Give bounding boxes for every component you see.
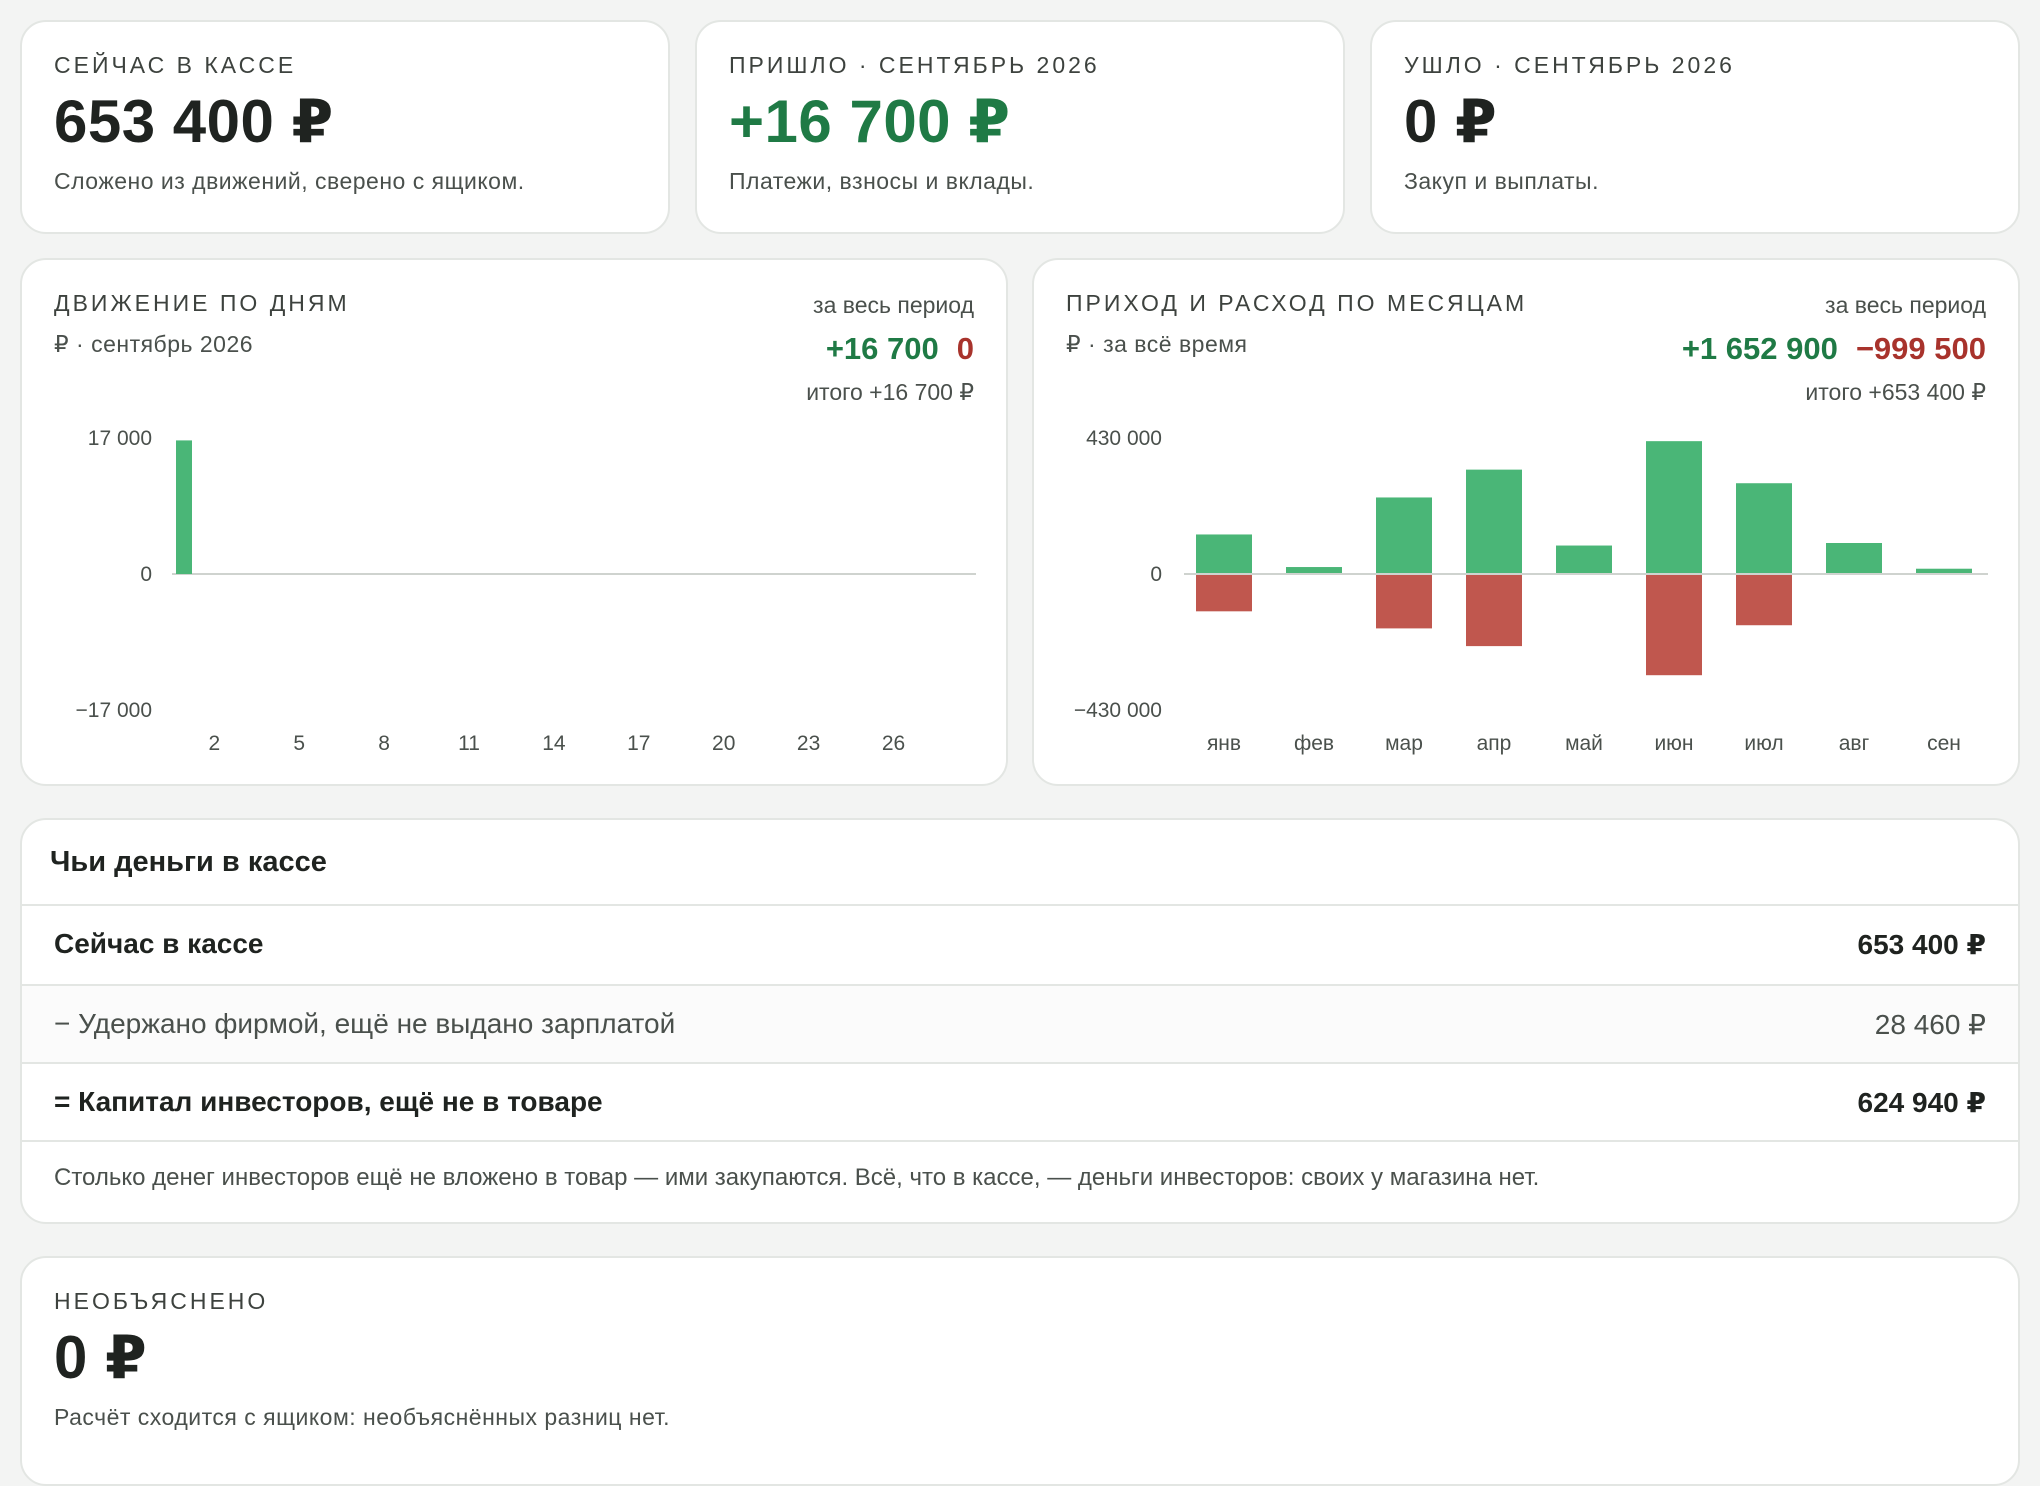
kpi-card-cash-now: Сейчас в кассе 653 400 ₽ Сложено из движ… (20, 20, 670, 234)
kpi-note: Закуп и выплаты. (1404, 168, 1599, 194)
x-tick-label: 14 (542, 732, 566, 755)
row-value: 653 400 ₽ (1857, 928, 1986, 960)
x-tick-label: 5 (293, 732, 305, 755)
x-tick-label: май (1565, 732, 1603, 755)
table-title: Чьи деньги в кассе (50, 846, 327, 878)
y-tick-label: 0 (1150, 563, 1162, 586)
expense-bar (1466, 574, 1522, 647)
expense-total: −999 500 (1855, 331, 1986, 366)
income-bar (1466, 469, 1522, 574)
table-note: Столько денег инвесторов ещё не вложено … (54, 1164, 1540, 1191)
cash-ownership-card: Чьи деньги в кассе Сейчас в кассе 653 40… (20, 818, 2020, 1224)
table-divider (22, 1140, 2018, 1142)
kpi-title: Ушло · сентябрь 2026 (1404, 52, 1735, 78)
x-tick-label: янв (1207, 732, 1241, 755)
income-total: +16 700 (825, 331, 939, 366)
kpi-value: 0 ₽ (1404, 88, 1498, 155)
table-row-cash-now: Сейчас в кассе 653 400 ₽ (22, 904, 2018, 982)
row-label: Сейчас в кассе (54, 928, 264, 959)
income-total: +1 652 900 (1681, 331, 1838, 366)
y-tick-label: −430 000 (1074, 699, 1162, 722)
expense-total: 0 (956, 331, 974, 366)
income-bar (1286, 567, 1342, 574)
row-value: 624 940 ₽ (1857, 1086, 1986, 1118)
income-bar (1376, 497, 1432, 574)
kpi-card-income: Пришло · сентябрь 2026 +16 700 ₽ Платежи… (695, 20, 1345, 234)
chart-subtitle: ₽ · сентябрь 2026 (54, 331, 254, 357)
chart-period: за весь период (1825, 292, 1986, 318)
row-label: − Удержано фирмой, ещё не выдано зарплат… (54, 1008, 676, 1039)
unexplained-title: Необъяснено (54, 1288, 269, 1314)
unexplained-value: 0 ₽ (54, 1324, 148, 1391)
x-tick-label: 20 (712, 732, 735, 755)
income-bar (1916, 568, 1972, 574)
chart-title: Приход и расход по месяцам (1066, 290, 1528, 316)
x-tick-label: 17 (627, 732, 650, 755)
kpi-title: Сейчас в кассе (54, 52, 297, 78)
kpi-value: 653 400 ₽ (54, 88, 334, 155)
income-bar (1556, 545, 1612, 574)
unexplained-card: Необъяснено 0 ₽ Расчёт сходится с ящиком… (20, 1256, 2020, 1486)
chart-net: итого +653 400 ₽ (1805, 379, 1986, 405)
row-value: 28 460 ₽ (1874, 1008, 1986, 1040)
monthly-chart-card: 430 000 0 −430 000 янв фев мар апр май июн июл авг… (1032, 258, 2020, 786)
kpi-note: Сложено из движений, сверено с ящиком. (54, 168, 525, 194)
income-bar (1736, 483, 1792, 574)
y-tick-label: 17 000 (88, 427, 152, 450)
y-tick-label: 0 (140, 563, 152, 586)
x-tick-label: 11 (458, 732, 480, 755)
row-label: = Капитал инвесторов, ещё не в товаре (54, 1086, 603, 1117)
monthly-chart: 430 000 0 −430 000 янв фев мар апр май июн июл авг… (1074, 427, 1988, 755)
x-tick-label: 26 (882, 732, 905, 755)
expense-bar (1646, 574, 1702, 676)
x-tick-label: авг (1839, 732, 1870, 755)
unexplained-note: Расчёт сходится с ящиком: необъяснённых … (54, 1404, 670, 1430)
income-bar (1646, 441, 1702, 574)
chart-totals: +1 652 900 −999 500 (1682, 331, 1986, 367)
chart-subtitle: ₽ · за всё время (1066, 331, 1248, 357)
table-row-investor-capital: = Капитал инвесторов, ещё не в товаре 62… (22, 1062, 2018, 1140)
chart-title: Движение по дням (54, 290, 350, 316)
x-tick-label: 8 (378, 732, 390, 755)
y-tick-label: 430 000 (1086, 427, 1162, 450)
chart-period: за весь период (813, 292, 974, 318)
income-bar (1196, 534, 1252, 574)
chart-totals: +16 700 0 (806, 331, 974, 367)
income-bar (176, 440, 192, 574)
kpi-title: Пришло · сентябрь 2026 (729, 52, 1100, 78)
x-tick-label: июн (1654, 732, 1693, 755)
x-tick-label: 23 (797, 732, 820, 755)
daily-chart: 17 000 0 −17 000 2 5 8 11 14 17 20 23 26 (76, 427, 976, 755)
chart-net: итого +16 700 ₽ (806, 379, 974, 405)
x-tick-label: 2 (208, 732, 220, 755)
expense-bar (1196, 574, 1252, 612)
x-tick-label: фев (1294, 732, 1334, 755)
expense-bar (1376, 574, 1432, 629)
kpi-note: Платежи, взносы и вклады. (729, 168, 1035, 194)
x-tick-label: мар (1385, 732, 1423, 755)
x-tick-label: июл (1744, 732, 1783, 755)
x-tick-label: сен (1927, 732, 1961, 755)
kpi-card-expense: Ушло · сентябрь 2026 0 ₽ Закуп и выплаты… (1370, 20, 2020, 234)
table-row-withheld: − Удержано фирмой, ещё не выдано зарплат… (22, 984, 2018, 1062)
expense-bar (1736, 574, 1792, 626)
x-tick-label: апр (1477, 732, 1512, 755)
kpi-value: +16 700 ₽ (729, 88, 1011, 155)
y-tick-label: −17 000 (76, 699, 153, 722)
daily-chart-card: 17 000 0 −17 000 2 5 8 11 14 17 20 23 26 Движение п… (20, 258, 1008, 786)
income-bar (1826, 543, 1882, 574)
